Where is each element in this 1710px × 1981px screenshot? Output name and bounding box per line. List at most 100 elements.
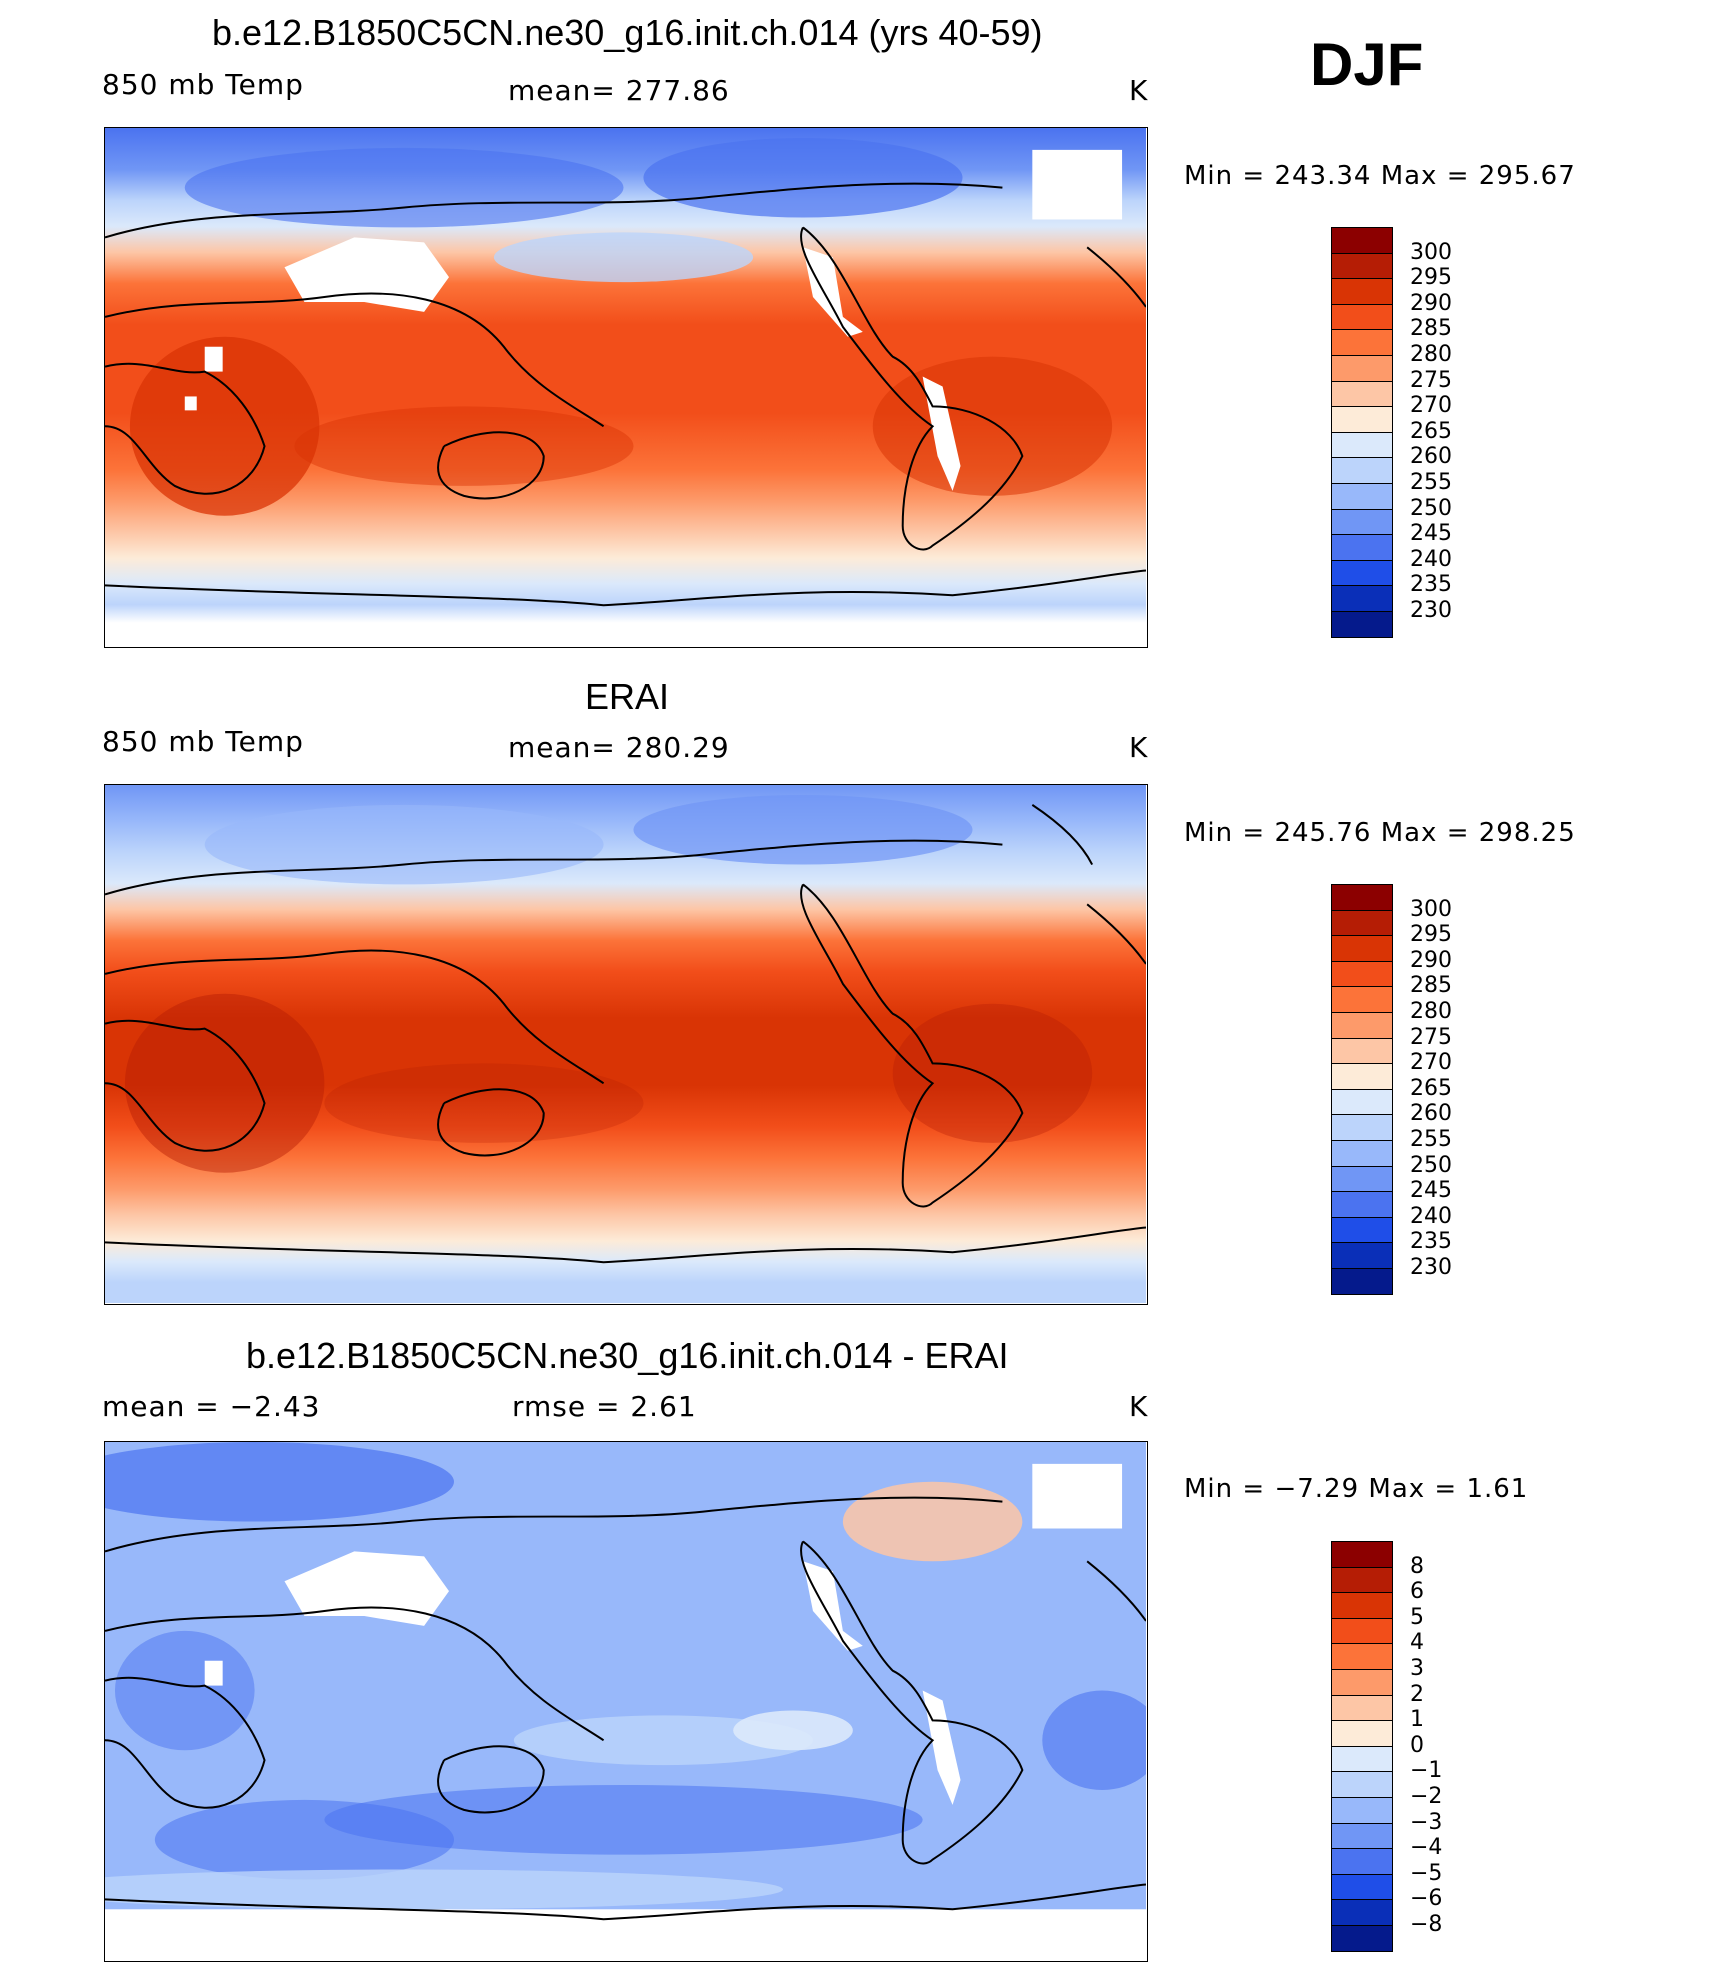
panel-2-minmax: Min = 245.76 Max = 298.25 [1184,818,1576,848]
panel-1-title: b.e12.B1850C5CN.ne30_g16.init.ch.014 (yr… [212,12,1043,53]
colorbar-swatch [1331,303,1393,331]
colorbar-swatch [1331,252,1393,280]
colorbar-tick-label: 265 [1410,1075,1452,1101]
colorbar-swatch [1331,611,1393,638]
colorbar-tick-label: 4 [1410,1630,1424,1656]
colorbar-tick-label: 245 [1410,521,1452,547]
colorbar-swatch [1331,406,1393,433]
colorbar-swatch [1331,1643,1393,1670]
colorbar-swatch [1331,1088,1393,1116]
colorbar-tick-label: 6 [1410,1579,1424,1605]
colorbar-tick-label: 5 [1410,1604,1424,1630]
colorbar-swatch [1331,457,1393,484]
colorbar-tick-label: 280 [1410,999,1452,1024]
colorbar-tick-label: 290 [1410,947,1452,973]
panel-3-title: b.e12.B1850C5CN.ne30_g16.init.ch.014 - E… [246,1335,1009,1376]
panel-1-variable-label: 850 mb Temp [102,68,304,101]
colorbar-tick-label: −6 [1410,1886,1443,1912]
colorbar-swatch [1331,380,1393,408]
colorbar-swatch [1331,1848,1393,1875]
colorbar-swatch [1331,1617,1393,1645]
colorbar-swatch [1331,508,1393,536]
colorbar-tick-label: 235 [1410,572,1452,598]
season-label: DJF [1310,31,1424,98]
colorbar-swatch [1331,935,1393,962]
colorbar-swatch [1331,534,1393,561]
colorbar-tick-label: 275 [1410,367,1452,393]
colorbar-tick-label: 295 [1410,922,1452,948]
panel-1-minmax: Min = 243.34 Max = 295.67 [1184,161,1576,191]
panel-3-map [104,1441,1148,1962]
colorbar-swatch [1331,1012,1393,1039]
colorbar-swatch [1331,1720,1393,1747]
panel-2-units-label: K [1129,731,1149,764]
panel-2-map [104,784,1148,1305]
colorbar-tick-label: 8 [1410,1553,1424,1579]
colorbar-tick-label: 275 [1410,1024,1452,1050]
colorbar-swatch [1331,1797,1393,1824]
colorbar-tick-label: −3 [1410,1809,1443,1835]
colorbar-swatch [1331,1873,1393,1901]
colorbar-swatch [1331,1771,1393,1798]
panel-2-variable-label: 850 mb Temp [102,725,304,758]
colorbar-swatch [1331,1063,1393,1090]
colorbar-tick-label: 230 [1410,1255,1452,1280]
colorbar-tick-label: 240 [1410,546,1452,572]
colorbar-tick-label: 285 [1410,316,1452,342]
colorbar-tick-label: 245 [1410,1178,1452,1204]
colorbar-swatch [1331,227,1393,254]
colorbar-swatch [1331,1191,1393,1218]
colorbar-swatch [1331,1268,1393,1295]
colorbar-tick-label: 240 [1410,1203,1452,1229]
colorbar-swatch [1331,483,1393,510]
colorbar-tick-label: 3 [1410,1656,1424,1681]
colorbar-swatch [1331,1541,1393,1568]
colorbar-swatch [1331,1822,1393,1850]
colorbar-swatch [1331,1242,1393,1269]
colorbar-swatch [1331,1165,1393,1193]
colorbar-swatch [1331,1216,1393,1244]
colorbar-tick-label: 285 [1410,973,1452,999]
colorbar-swatch [1331,1694,1393,1722]
panel-1-units-label: K [1129,74,1149,107]
colorbar-swatch [1331,329,1393,356]
panel-2-title: ERAI [585,676,670,717]
colorbar-tick-label: 280 [1410,342,1452,367]
panel-3-units-label: K [1129,1390,1149,1423]
colorbar-swatch [1331,909,1393,937]
panel-3-minmax: Min = −7.29 Max = 1.61 [1184,1474,1529,1504]
colorbar-tick-label: 255 [1410,1127,1452,1152]
colorbar-swatch [1331,355,1393,382]
panel-2-mean-label: mean= 280.29 [508,731,730,764]
colorbar-tick-label: −8 [1410,1912,1443,1937]
colorbar-swatch [1331,431,1393,459]
colorbar-swatch [1331,1899,1393,1926]
colorbar-swatch [1331,1669,1393,1696]
colorbar-swatch [1331,1925,1393,1952]
colorbar-swatch [1331,884,1393,911]
colorbar-tick-label: 250 [1410,1152,1452,1178]
colorbar-tick-label: −1 [1410,1758,1443,1784]
colorbar-swatch [1331,1566,1393,1594]
colorbar-tick-label: 270 [1410,1050,1452,1076]
colorbar-swatch [1331,278,1393,305]
colorbar-tick-label: 250 [1410,495,1452,521]
colorbar-swatch [1331,1114,1393,1141]
colorbar-swatch [1331,559,1393,587]
panel-1-map [104,127,1148,648]
colorbar-tick-label: 255 [1410,470,1452,495]
colorbar-tick-label: 300 [1410,239,1452,265]
colorbar-swatch [1331,1592,1393,1619]
panel-1-mean-label: mean= 277.86 [508,74,730,107]
colorbar-swatch [1331,585,1393,612]
colorbar-tick-label: −5 [1410,1860,1443,1886]
colorbar-tick-label: 295 [1410,265,1452,291]
colorbar-tick-label: 260 [1410,1101,1452,1127]
colorbar-tick-label: 265 [1410,418,1452,444]
panel-3-rmse-label: rmse = 2.61 [512,1390,697,1423]
colorbar-tick-label: −4 [1410,1835,1443,1861]
colorbar-tick-label: 260 [1410,444,1452,470]
colorbar-swatch [1331,986,1393,1013]
colorbar-swatch [1331,1745,1393,1773]
colorbar-tick-label: 300 [1410,896,1452,922]
